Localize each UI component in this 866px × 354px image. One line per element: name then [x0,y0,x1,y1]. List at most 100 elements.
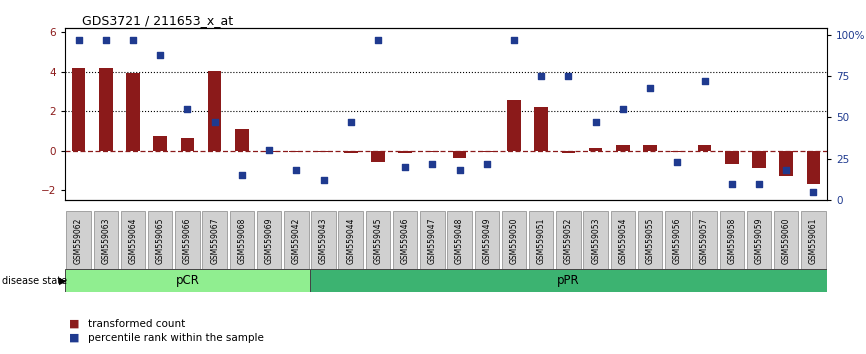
Point [344,120,358,125]
Text: GDS3721 / 211653_x_at: GDS3721 / 211653_x_at [82,14,234,27]
Point [480,161,494,166]
FancyBboxPatch shape [584,211,608,271]
Text: GSM559069: GSM559069 [265,217,274,264]
FancyBboxPatch shape [120,211,145,271]
FancyBboxPatch shape [148,211,172,271]
FancyBboxPatch shape [448,211,472,271]
FancyBboxPatch shape [175,211,200,271]
Text: GSM559057: GSM559057 [700,217,709,264]
Bar [72,68,86,151]
FancyBboxPatch shape [611,211,635,271]
Point [289,167,303,173]
Text: GSM559048: GSM559048 [456,217,464,264]
Text: GSM559058: GSM559058 [727,217,736,264]
Text: GSM559055: GSM559055 [646,217,655,264]
Text: ■: ■ [69,333,80,343]
Text: GSM559061: GSM559061 [809,217,818,264]
Bar [725,151,739,165]
FancyBboxPatch shape [638,211,662,271]
FancyBboxPatch shape [692,211,717,271]
Text: transformed count: transformed count [88,319,185,329]
Text: percentile rank within the sample: percentile rank within the sample [88,333,264,343]
Text: GSM559064: GSM559064 [128,217,138,264]
Bar [262,151,276,152]
FancyBboxPatch shape [665,211,689,271]
FancyBboxPatch shape [67,211,91,271]
Bar [534,107,548,151]
FancyBboxPatch shape [393,211,417,271]
Text: GSM559060: GSM559060 [782,217,791,264]
Text: GSM559049: GSM559049 [482,217,491,264]
Text: GSM559056: GSM559056 [673,217,682,264]
Text: pPR: pPR [557,274,579,287]
Text: GSM559066: GSM559066 [183,217,192,264]
Bar [779,151,793,176]
Text: GSM559068: GSM559068 [237,217,246,264]
Text: GSM559062: GSM559062 [74,217,83,264]
FancyBboxPatch shape [94,211,118,271]
Point [398,164,412,170]
Bar [698,145,711,151]
Point [262,148,276,153]
Point [453,167,467,173]
Bar [208,71,222,151]
Point [779,167,793,173]
FancyBboxPatch shape [529,211,553,271]
Bar [398,151,412,153]
Bar [480,151,494,152]
FancyBboxPatch shape [774,211,798,271]
Bar [317,151,330,152]
Point [534,73,548,79]
Bar [126,73,139,151]
Point [99,37,113,43]
Text: GSM559054: GSM559054 [618,217,627,264]
Point [725,181,739,186]
Point [698,78,712,84]
Point [752,181,766,186]
Text: GSM559067: GSM559067 [210,217,219,264]
Bar [181,138,194,151]
FancyBboxPatch shape [556,211,581,271]
Bar [310,269,827,292]
FancyBboxPatch shape [203,211,227,271]
Point [425,161,439,166]
Bar [670,151,684,152]
Text: GSM559051: GSM559051 [537,217,546,264]
Text: pCR: pCR [176,274,199,287]
Bar [562,151,575,153]
FancyBboxPatch shape [284,211,308,271]
FancyBboxPatch shape [229,211,254,271]
Bar [507,100,520,151]
Point [317,177,331,183]
Point [589,120,603,125]
Bar [616,145,630,151]
Point [507,37,521,43]
Bar [153,136,167,151]
Point [371,37,385,43]
Bar [289,151,303,152]
Bar [806,151,820,184]
FancyBboxPatch shape [501,211,527,271]
FancyBboxPatch shape [365,211,391,271]
FancyBboxPatch shape [311,211,336,271]
Point [72,37,86,43]
FancyBboxPatch shape [420,211,444,271]
Text: ■: ■ [69,319,80,329]
Point [153,52,167,58]
Point [561,73,575,79]
Text: GSM559046: GSM559046 [401,217,410,264]
FancyBboxPatch shape [720,211,744,271]
Text: GSM559063: GSM559063 [101,217,110,264]
Point [806,189,820,195]
Point [180,107,194,112]
FancyBboxPatch shape [339,211,363,271]
Bar [453,151,467,158]
Text: GSM559059: GSM559059 [754,217,764,264]
Text: disease state: disease state [2,275,67,286]
Bar [65,269,310,292]
Bar [753,151,766,169]
Bar [425,151,439,152]
Point [208,120,222,125]
Text: GSM559045: GSM559045 [373,217,383,264]
Text: GSM559050: GSM559050 [509,217,519,264]
